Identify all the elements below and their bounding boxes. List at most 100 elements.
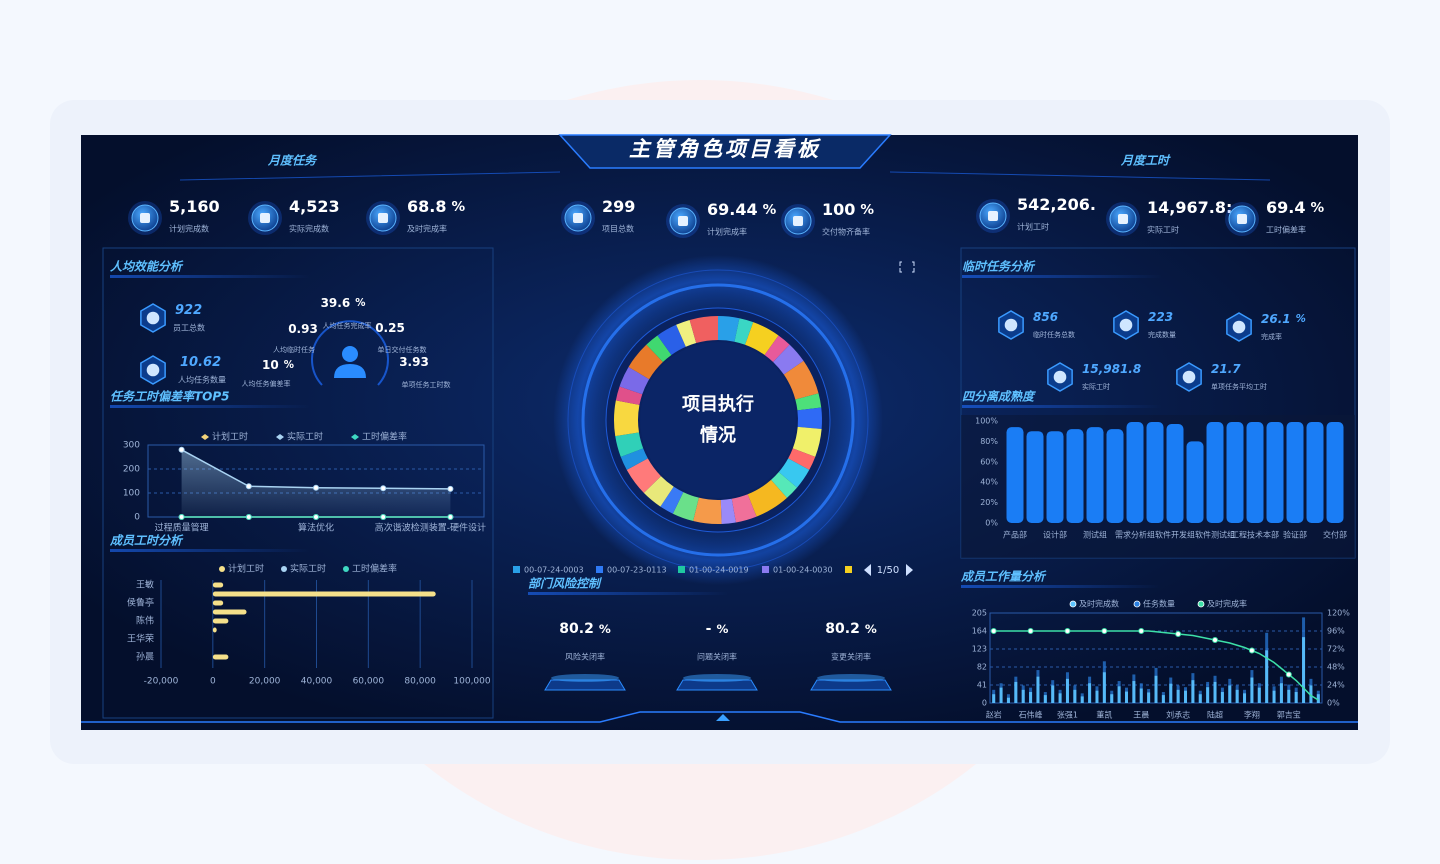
page-indicator: 1/50 [877, 565, 899, 576]
section-title: 四分离成熟度 [962, 390, 1036, 404]
kpi-icon-glyph [1118, 214, 1128, 224]
donut-segment [660, 486, 684, 514]
ring-label: 人均临时任务 [273, 345, 315, 354]
x-tick-label: 石伟峰 [1019, 710, 1043, 720]
x-tick-label: 算法优化 [298, 522, 334, 534]
value-unit: % [865, 622, 877, 636]
bar [1058, 693, 1062, 703]
bar [1166, 424, 1184, 523]
value-number: 39.6 [321, 296, 351, 310]
legend-label: 01-00-24-0030 [773, 566, 833, 575]
bar [1036, 676, 1040, 703]
page-prev[interactable] [864, 564, 871, 576]
header-line [179, 171, 1271, 181]
donut-segment [778, 458, 810, 488]
x-tick-label: -20,000 [144, 677, 179, 687]
ring-label: 单项任务工时数 [402, 380, 451, 389]
legend-label: 工时偏差率 [352, 563, 397, 575]
y2-tick-label: 120% [1327, 609, 1350, 618]
stat-label: 员工总数 [173, 323, 205, 333]
x-tick-label: 软件开发组 [1155, 530, 1195, 540]
y-tick-label: 82 [977, 663, 987, 672]
kpi-label: 及时完成率 [407, 224, 447, 234]
donut-segment [773, 344, 804, 375]
x-tick-label: 刘承志 [1166, 710, 1190, 720]
bar [1161, 695, 1165, 703]
bar [1186, 441, 1204, 523]
legend-marker [219, 566, 225, 572]
x-tick-label: 高次谐波检测装置-硬件设计 [375, 522, 486, 534]
kpi-icon-glyph [988, 211, 998, 221]
value-number: 223 [1148, 310, 1173, 324]
point [313, 514, 319, 520]
point [1175, 631, 1182, 637]
value-number: 100 [822, 200, 855, 219]
bar [1065, 678, 1069, 703]
legend-swatch [845, 566, 852, 573]
bar [1184, 690, 1188, 703]
kpi-label: 实际完成数 [289, 224, 329, 234]
x-tick-label: 设计部 [1043, 530, 1067, 540]
x-tick-label: 张强1 [1057, 711, 1078, 720]
expand-icon[interactable] [899, 261, 915, 273]
donut-segment [620, 448, 648, 470]
donut-segment [619, 366, 650, 395]
bar [1257, 687, 1261, 703]
risk-label: 问题关闭率 [697, 652, 737, 662]
point [245, 514, 252, 520]
bar [1102, 672, 1106, 703]
kpi-icon-glyph [378, 213, 388, 223]
point [245, 483, 252, 490]
bar [1198, 694, 1202, 703]
x-tick-label: 40,000 [301, 677, 333, 687]
value-number: 80.2 [825, 621, 860, 637]
point [1027, 628, 1034, 634]
value-number: 14,967.8: [1147, 198, 1232, 217]
value-unit: % [1296, 314, 1306, 325]
donut-title: 情况 [700, 425, 736, 446]
kpi-icon-glyph [260, 213, 270, 223]
bar [1006, 427, 1024, 523]
y-tick-label: 60% [980, 457, 998, 466]
value-number: - [706, 621, 712, 637]
bar [212, 618, 229, 624]
pedestal-glow [817, 674, 885, 682]
legend-swatch [678, 566, 685, 573]
bar [1294, 692, 1298, 703]
point [447, 485, 454, 492]
value: 856 [1033, 310, 1058, 324]
value: 922 [175, 303, 202, 318]
value-unit: % [599, 622, 611, 636]
value: 68.8% [407, 197, 465, 216]
bar [1266, 422, 1284, 523]
value-number: 856 [1033, 310, 1058, 324]
donut-segment [626, 458, 661, 493]
bar [1213, 681, 1217, 703]
stat-label: 完成率 [1261, 332, 1282, 341]
legend-label: 00-07-23-0113 [607, 566, 667, 575]
value: 80.2% [559, 621, 611, 637]
donut-segment [657, 324, 686, 355]
legend-marker [343, 566, 349, 572]
y-tick-label: 0% [985, 519, 998, 528]
icon-dot [146, 311, 160, 325]
section-underline [528, 592, 728, 595]
value-number: 26.1 [1261, 312, 1291, 326]
donut-segment [676, 319, 697, 347]
bar [1206, 687, 1210, 703]
value: 10.62 [180, 355, 221, 370]
bar [1246, 422, 1264, 523]
bar [1235, 689, 1239, 703]
stat-label: 完成数量 [1148, 330, 1176, 339]
icon-dot [146, 363, 160, 377]
legend-marker [1197, 600, 1205, 608]
right-header: 月度工时 [1120, 154, 1171, 168]
donut-segment [615, 432, 644, 457]
bar [1043, 695, 1047, 703]
bar [1006, 697, 1010, 703]
bar [1265, 650, 1269, 703]
page-next[interactable] [906, 564, 913, 576]
value: 39.6% [321, 296, 366, 310]
pedestal-glow [551, 674, 619, 682]
